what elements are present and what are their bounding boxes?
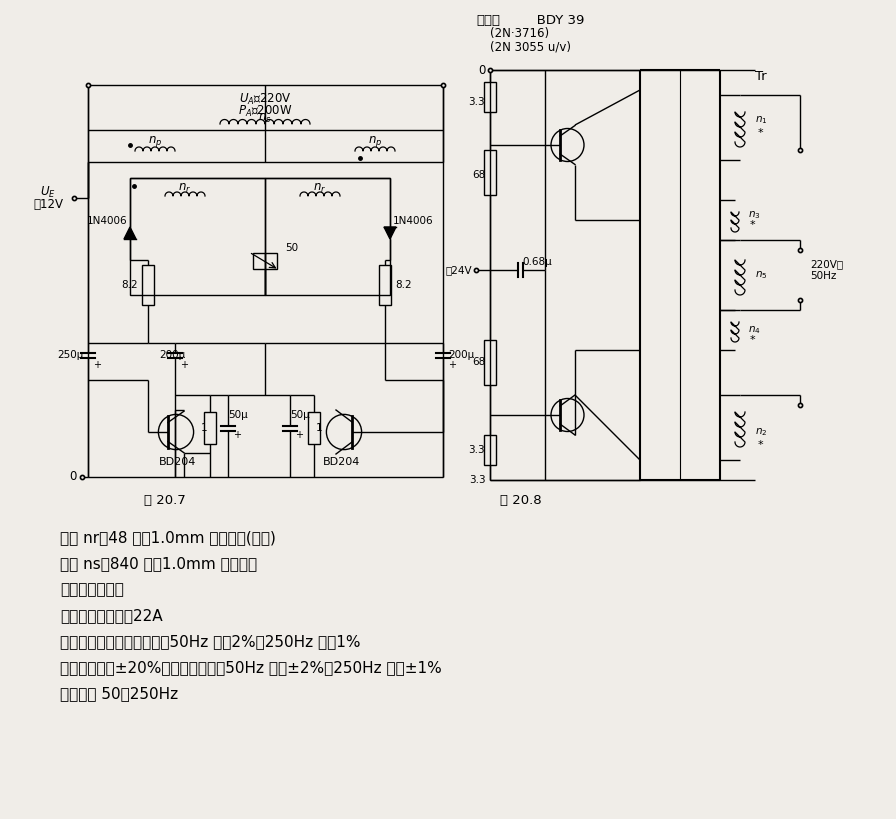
Text: 8.2: 8.2 bbox=[121, 280, 138, 290]
Text: 图 20.8: 图 20.8 bbox=[500, 494, 541, 506]
Bar bbox=[130, 178, 265, 295]
Text: 电路典型数据：: 电路典型数据： bbox=[60, 582, 124, 597]
Text: 250μ: 250μ bbox=[57, 350, 84, 360]
Text: $n_r$: $n_r$ bbox=[178, 182, 192, 195]
Text: *: * bbox=[750, 220, 755, 230]
Text: 绕组 ns＝840 匝，1.0mm 铜漆包线: 绕组 ns＝840 匝，1.0mm 铜漆包线 bbox=[60, 556, 257, 571]
Text: +: + bbox=[180, 360, 188, 370]
Bar bbox=[308, 412, 320, 444]
Text: BDY 39: BDY 39 bbox=[524, 14, 584, 27]
Text: 0: 0 bbox=[69, 470, 77, 483]
Bar bbox=[265, 178, 390, 295]
Bar bbox=[484, 82, 496, 112]
Bar bbox=[484, 435, 496, 465]
Text: 3.3: 3.3 bbox=[469, 445, 485, 455]
Text: 220V～
50Hz: 220V～ 50Hz bbox=[810, 259, 843, 281]
Text: 图 20.7: 图 20.7 bbox=[144, 494, 185, 506]
Text: (2N·3716): (2N·3716) bbox=[490, 27, 549, 40]
Text: (2N 3055 u/v): (2N 3055 u/v) bbox=[490, 40, 571, 53]
Text: *: * bbox=[750, 335, 755, 345]
Text: 50μ: 50μ bbox=[228, 410, 248, 420]
Bar bbox=[484, 150, 496, 195]
Text: $n_5$: $n_5$ bbox=[755, 269, 768, 281]
Text: 3.3: 3.3 bbox=[470, 475, 486, 485]
Bar bbox=[484, 340, 496, 385]
Text: 68: 68 bbox=[472, 357, 485, 367]
Text: Tr: Tr bbox=[755, 70, 767, 83]
Text: 满载时消耗电流：22A: 满载时消耗电流：22A bbox=[60, 608, 163, 623]
Text: +: + bbox=[295, 430, 303, 440]
Text: 200μ: 200μ bbox=[159, 350, 185, 360]
Text: *: * bbox=[758, 440, 763, 450]
Text: $n_4$: $n_4$ bbox=[748, 324, 761, 336]
Text: 3.3: 3.3 bbox=[469, 97, 485, 107]
Bar bbox=[142, 265, 154, 305]
Text: $n_p$: $n_p$ bbox=[368, 134, 383, 150]
Text: $n_2$: $n_2$ bbox=[755, 426, 767, 438]
Text: $n_r$: $n_r$ bbox=[314, 182, 327, 195]
Text: *: * bbox=[758, 128, 763, 138]
Text: +: + bbox=[93, 360, 101, 370]
Text: ＋24V: ＋24V bbox=[445, 265, 472, 275]
Polygon shape bbox=[124, 227, 136, 239]
Text: 晶体管: 晶体管 bbox=[476, 14, 500, 27]
Text: 1N4006: 1N4006 bbox=[393, 216, 434, 226]
Text: $n_p$: $n_p$ bbox=[148, 134, 162, 150]
Text: 空载和满载间频率变化量：50Hz 时＜2%，250Hz 时＜1%: 空载和满载间频率变化量：50Hz 时＜2%，250Hz 时＜1% bbox=[60, 634, 360, 649]
Text: 1N4006: 1N4006 bbox=[86, 216, 127, 226]
Text: $n_s$: $n_s$ bbox=[258, 111, 271, 124]
Text: $U_A$＝220V: $U_A$＝220V bbox=[238, 92, 291, 107]
Text: 50: 50 bbox=[285, 243, 298, 253]
Text: 0: 0 bbox=[478, 64, 486, 76]
Bar bbox=[253, 253, 277, 269]
Text: $P_A$＝200W: $P_A$＝200W bbox=[237, 104, 292, 119]
Text: +: + bbox=[233, 430, 241, 440]
Text: －12V: －12V bbox=[33, 198, 63, 211]
Text: 电源电压变化±20%时频率变化量：50Hz 时＜±2%，250Hz 时＜±1%: 电源电压变化±20%时频率变化量：50Hz 时＜±2%，250Hz 时＜±1% bbox=[60, 660, 442, 675]
Text: BD204: BD204 bbox=[159, 457, 197, 467]
Bar bbox=[88, 85, 443, 162]
Text: $n_1$: $n_1$ bbox=[755, 114, 768, 126]
Polygon shape bbox=[384, 227, 396, 239]
Text: 1: 1 bbox=[201, 423, 207, 433]
Text: 1: 1 bbox=[316, 423, 323, 433]
Text: 绕组 nr＝48 匝，1.0mm 铜漆包线(双绕): 绕组 nr＝48 匝，1.0mm 铜漆包线(双绕) bbox=[60, 530, 276, 545]
Text: BD204: BD204 bbox=[323, 457, 361, 467]
Text: 68: 68 bbox=[472, 170, 485, 180]
Text: 8.2: 8.2 bbox=[395, 280, 411, 290]
Text: 工作频率 50～250Hz: 工作频率 50～250Hz bbox=[60, 686, 178, 701]
Text: +: + bbox=[448, 360, 456, 370]
Text: $U_E$: $U_E$ bbox=[40, 184, 56, 200]
Bar bbox=[379, 265, 391, 305]
Bar bbox=[204, 412, 216, 444]
Text: 0.68μ: 0.68μ bbox=[522, 257, 552, 267]
Text: 50μ: 50μ bbox=[290, 410, 310, 420]
Text: $n_3$: $n_3$ bbox=[748, 209, 761, 221]
Text: 200μ: 200μ bbox=[448, 350, 474, 360]
